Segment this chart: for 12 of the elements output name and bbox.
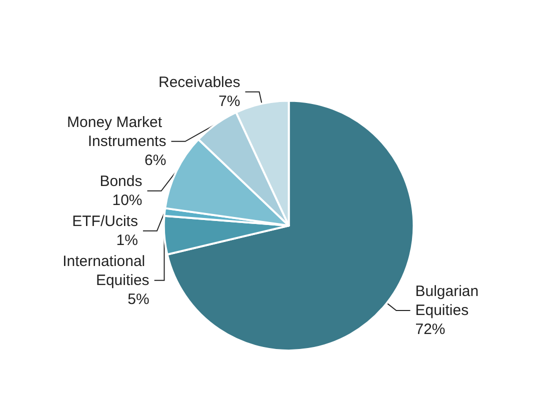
slice-label: Money Market Instruments [67, 114, 166, 150]
slice-label: Bulgarian Equities [415, 283, 483, 320]
slice-label: Bonds [100, 172, 142, 190]
data-label: 10% [112, 192, 142, 209]
slice-label: Receivables [158, 74, 240, 91]
data-label: 72% [415, 321, 446, 338]
data-label: 6% [144, 152, 166, 169]
data-label: 1% [116, 232, 138, 249]
data-label: 7% [218, 92, 240, 110]
slice-label: ETF/Ucits [72, 212, 138, 230]
data-label: 5% [128, 290, 150, 308]
slice-label: International Equities [62, 252, 150, 289]
